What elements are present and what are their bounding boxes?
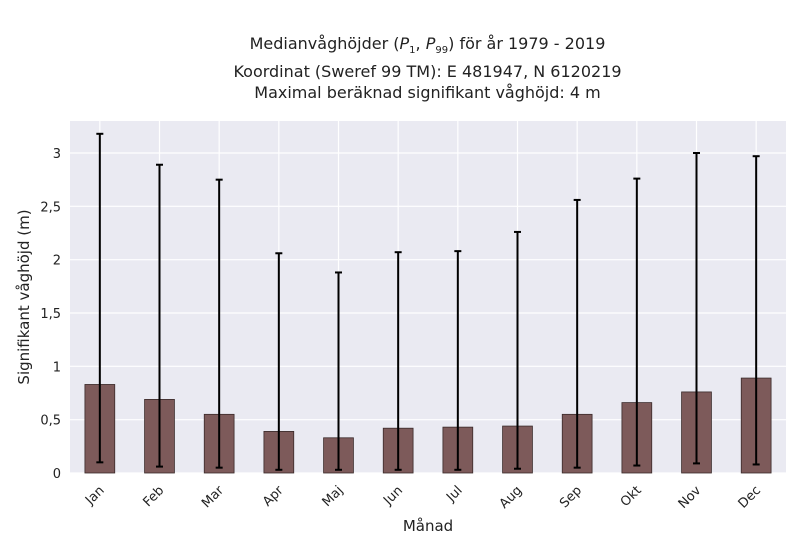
title-line-2: Koordinat (Sweref 99 TM): E 481947, N 61… [233,62,622,82]
chart-title: Medianvåghöjder (P1, P99) för år 1979 - … [70,33,785,103]
y-tick-label: 2,5 [40,200,61,215]
x-tick-label: Jul [443,483,465,505]
title-separator: , [415,34,426,53]
error-bars [96,132,760,471]
y-tick-label: 1,5 [40,307,61,322]
title-line-1: Medianvåghöjder (P1, P99) för år 1979 - … [70,33,785,61]
x-tick-label: Maj [320,483,347,510]
x-tick-labels: Jan Feb Mar Apr Maj Jun Jul Aug Sep Okt Nov Dec [82,483,764,512]
title-p1-subscript: 1 [409,45,416,57]
x-tick-label: Sep [557,483,585,511]
x-tick-label: Apr [260,483,287,510]
x-tick-label: Nov [676,483,705,512]
title-line-3: Maximal beräknad signifikant våghöjd: 4 … [254,83,601,103]
x-tick-label: Jan [82,483,107,508]
plot-area [70,121,786,473]
x-tick-label: Mar [199,483,227,511]
title-line-1-suffix: ) för år 1979 - 2019 [448,34,606,53]
x-axis-label: Månad [403,517,453,535]
x-tick-label: Okt [618,483,645,510]
title-p99-symbol: P [425,34,436,53]
y-tick-label: 0 [53,467,61,482]
y-tick-label: 1 [53,360,61,375]
x-tick-label: Feb [140,483,167,510]
x-tick-label: Dec [736,483,764,511]
title-p99-subscript: 99 [435,45,449,57]
y-tick-label: 2 [53,254,61,269]
y-tick-labels: 0 0,5 1 1,5 2 2,5 3 [40,147,61,482]
y-tick-label: 3 [53,147,61,162]
x-tick-label: Aug [497,483,526,512]
title-line-1-prefix: Medianvåghöjder ( [249,34,400,53]
y-tick-label: 0,5 [40,414,61,429]
y-axis-label: Signifikant våghöjd (m) [15,209,33,384]
x-tick-label: Jun [380,483,406,509]
title-p1-symbol: P [399,34,410,53]
y-gridlines [70,152,786,474]
